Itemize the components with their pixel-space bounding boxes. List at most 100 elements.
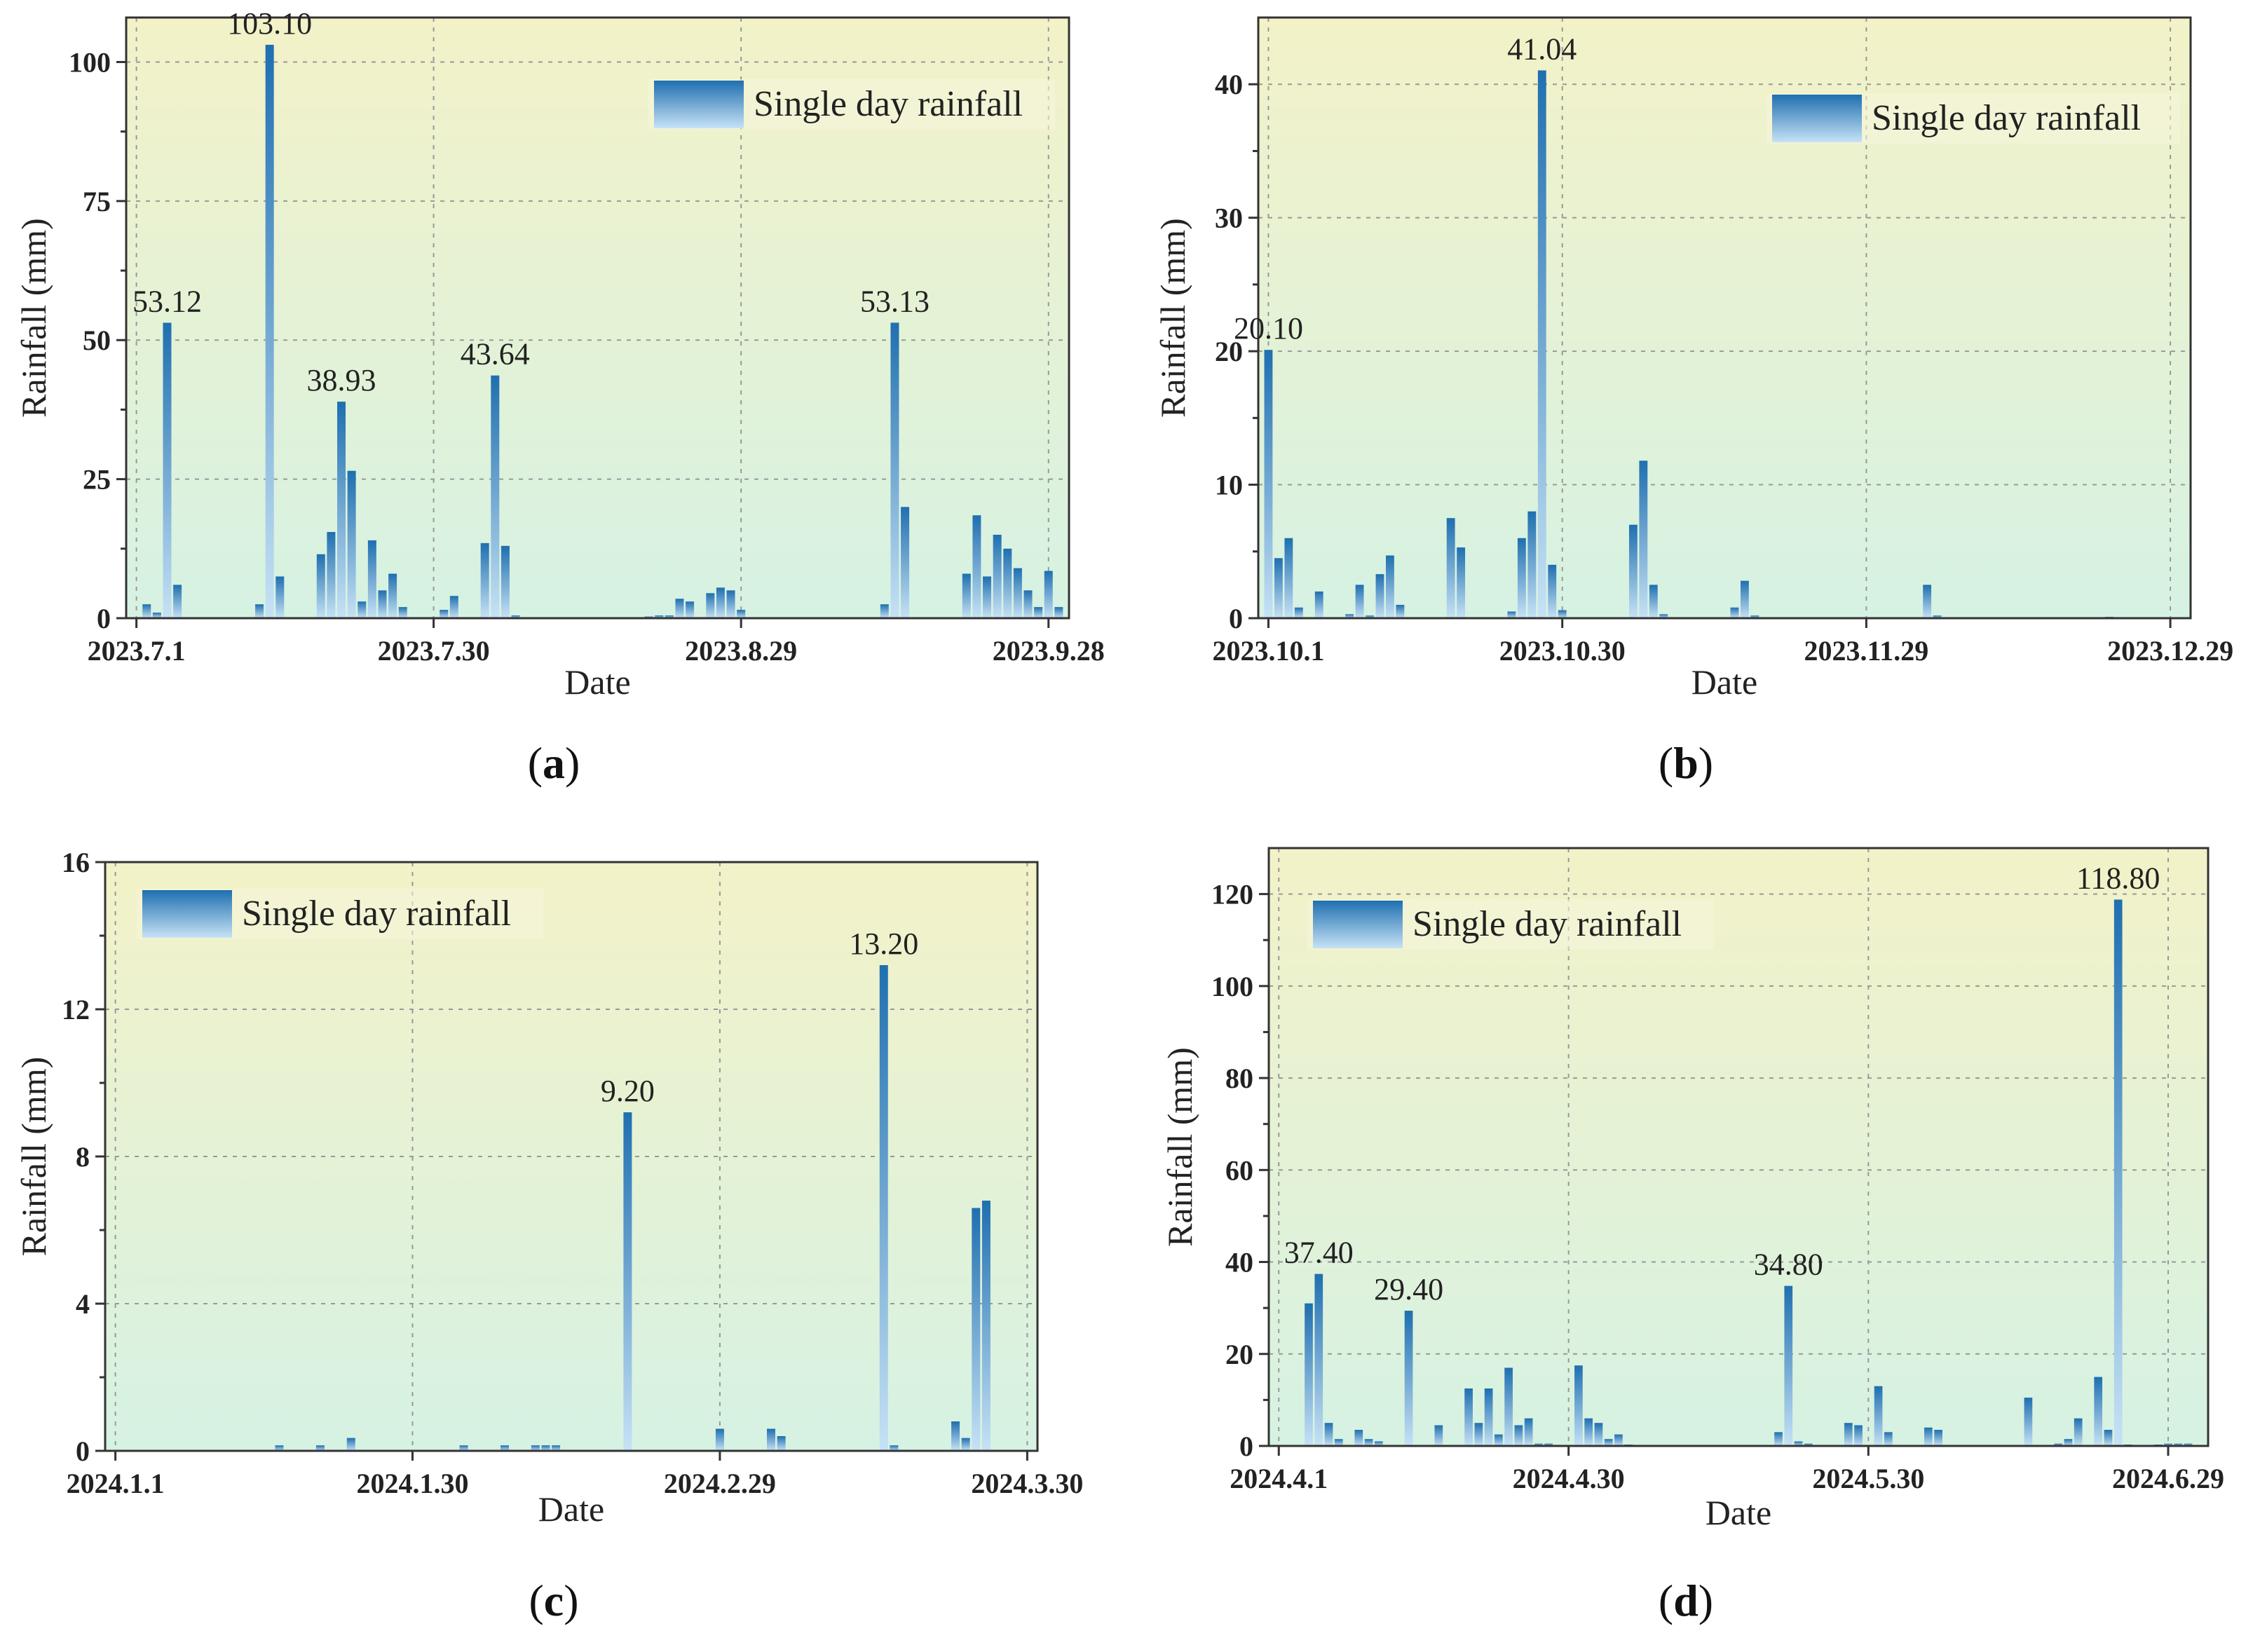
x-tick-label: 2024.3.30	[971, 1468, 1083, 1499]
x-axis-title: Date	[564, 662, 630, 702]
rainfall-bar	[1434, 1425, 1443, 1446]
rainfall-bar	[2054, 1443, 2063, 1446]
rainfall-bar	[491, 375, 500, 618]
y-tick-label: 0	[76, 1435, 90, 1467]
rainfall-bar	[1544, 1443, 1553, 1446]
rainfall-bar	[367, 540, 376, 618]
rainfall-bar	[2074, 1418, 2083, 1446]
rainfall-bar	[1294, 607, 1303, 618]
rainfall-bar	[686, 601, 695, 618]
rainfall-bar	[1404, 1311, 1413, 1446]
legend-label: Single day rainfall	[1412, 904, 1682, 944]
rainfall-bar	[142, 604, 151, 618]
rainfall-bar	[1345, 614, 1354, 618]
rainfall-bar	[1784, 1285, 1793, 1446]
panel-label: (c)	[529, 1576, 578, 1625]
rainfall-bar	[1584, 1418, 1593, 1446]
rainfall-bar	[173, 585, 182, 618]
chart-c: 0 4 8 12 16 2024.1.1 2024.1.30 2024.2.29 2024.3.…	[14, 847, 1083, 1625]
data-label: 41.04	[1507, 32, 1577, 66]
rainfall-bar	[1774, 1432, 1783, 1446]
rainfall-bar	[1504, 1367, 1513, 1446]
rainfall-bar	[275, 576, 285, 618]
rainfall-bar	[511, 615, 520, 618]
rainfall-bar	[1514, 1425, 1523, 1446]
legend: Single day rainfall	[648, 79, 1055, 130]
rainfall-bar	[1334, 1439, 1343, 1446]
x-tick-label: 2024.4.30	[1513, 1463, 1625, 1494]
y-tick-label: 50	[83, 325, 111, 356]
rainfall-bar	[1364, 1439, 1373, 1446]
rainfall-bar	[1517, 538, 1526, 618]
rainfall-bar	[1923, 585, 1932, 618]
x-tick-label: 2023.10.30	[1499, 635, 1626, 667]
rainfall-bar	[1446, 518, 1455, 618]
rainfall-bar	[777, 1436, 786, 1451]
rainfall-bar	[2174, 1443, 2183, 1446]
rainfall-bar	[951, 1421, 960, 1451]
data-label: 34.80	[1754, 1248, 1823, 1282]
legend-swatch	[654, 81, 744, 128]
rainfall-bar	[737, 610, 746, 618]
legend-label: Single day rainfall	[242, 894, 511, 934]
rainfall-bar	[1314, 1274, 1323, 1446]
rainfall-bar	[501, 545, 510, 618]
rainfall-bar	[2164, 1443, 2172, 1446]
rainfall-bar	[346, 1438, 355, 1451]
y-tick-label: 20	[1215, 336, 1243, 367]
legend-label: Single day rainfall	[1872, 98, 2141, 138]
rainfall-bar	[480, 542, 489, 618]
rainfall-bar	[961, 1438, 970, 1451]
rainfall-bar	[378, 590, 387, 618]
y-tick-label: 10	[1215, 470, 1243, 501]
data-label: 37.40	[1284, 1236, 1354, 1270]
rainfall-bar	[675, 599, 684, 618]
rainfall-bar	[1740, 580, 1749, 618]
x-tick-label: 2023.8.29	[685, 635, 797, 667]
y-tick-label: 75	[83, 186, 111, 217]
rainfall-bar	[1574, 1365, 1583, 1446]
x-tick-label: 2024.6.29	[2112, 1463, 2224, 1494]
y-tick-label: 40	[1215, 69, 1243, 100]
rainfall-bar	[531, 1445, 540, 1451]
rainfall-bar	[879, 965, 888, 1451]
rainfall-bar	[972, 1208, 981, 1451]
rainfall-bar	[1874, 1386, 1883, 1446]
axes-frame	[1257, 16, 2192, 620]
rainfall-bar	[1628, 524, 1638, 618]
rainfall-bar	[706, 593, 715, 618]
rainfall-bar	[1324, 1423, 1333, 1446]
data-label: 53.12	[132, 284, 202, 318]
legend-swatch	[142, 890, 232, 938]
x-tick-label: 2023.11.29	[1804, 635, 1928, 667]
rainfall-bar	[1659, 614, 1668, 618]
x-tick-label: 2023.12.29	[2107, 635, 2233, 667]
rainfall-bar	[315, 1445, 325, 1451]
panel-label: (d)	[1659, 1576, 1713, 1625]
rainfall-bar	[1558, 610, 1567, 618]
rainfall-bar	[347, 470, 356, 618]
rainfall-bar	[1548, 564, 1557, 618]
rainfall-bar	[1854, 1425, 1863, 1446]
rainfall-bar	[1750, 615, 1759, 618]
y-axis-title: Rainfall (mm)	[14, 1057, 53, 1257]
panel-label: (a)	[528, 738, 580, 788]
x-tick-label: 2023.7.30	[378, 635, 490, 667]
rainfall-bar	[1355, 585, 1364, 618]
axes-frame	[125, 16, 1070, 620]
rainfall-bar	[1023, 590, 1033, 618]
rainfall-bar	[1054, 607, 1063, 618]
rainfall-bar	[2094, 1377, 2103, 1446]
rainfall-bar	[398, 607, 407, 618]
rainfall-bar	[1507, 611, 1516, 618]
y-tick-label: 8	[76, 1141, 90, 1173]
x-tick-label: 2023.9.28	[993, 635, 1105, 667]
legend-swatch	[1313, 901, 1403, 948]
rainfall-bar	[981, 1201, 990, 1451]
rainfall-bar	[1527, 511, 1537, 618]
rainfall-bar	[1264, 350, 1273, 618]
rainfall-bar	[665, 615, 674, 618]
x-tick-label: 2023.10.1	[1212, 635, 1324, 667]
legend: Single day rainfall	[1766, 93, 2180, 144]
rainfall-bar	[152, 613, 161, 618]
